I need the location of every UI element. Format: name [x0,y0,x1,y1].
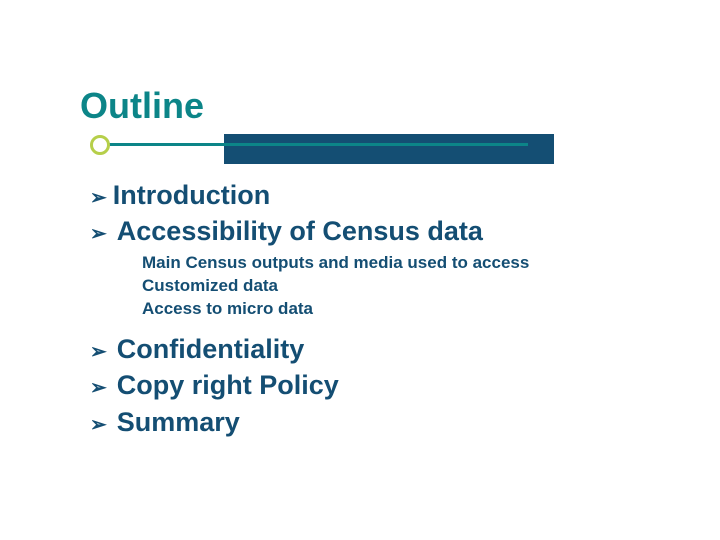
title-underline [108,143,528,146]
outline-sub-item: Customized data [142,275,650,298]
outline-sub-item: Access to micro data [142,298,650,321]
outline-item: ➢ Confidentiality [90,331,650,367]
outline-item: ➢ Copy right Policy [90,367,650,403]
bullet-icon: ➢ [90,339,107,366]
outline-item-label: Introduction [113,177,270,213]
outline-sub-item: Main Census outputs and media used to ac… [142,252,650,275]
title-banner [224,134,554,164]
outline-item-label: Copy right Policy [117,367,339,403]
bullet-icon: ➢ [90,221,107,248]
title-row: Outline [80,85,650,127]
outline-item: ➢ Summary [90,404,650,440]
outline-item: ➢ Accessibility of Census data [90,213,650,249]
slide: Outline ➢Introduction➢Accessibility of C… [0,0,720,540]
bullet-icon: ➢ [90,375,107,402]
outline-list: ➢Introduction➢Accessibility of Census da… [90,177,650,440]
outline-item-label: Accessibility of Census data [117,213,483,249]
slide-title: Outline [80,85,650,127]
outline-item-label: Summary [117,404,240,440]
bullet-icon: ➢ [90,412,107,439]
bullet-icon: ➢ [90,185,107,212]
outline-item-label: Confidentiality [117,331,305,367]
accent-dot [90,135,110,155]
outline-sub-block: Main Census outputs and media used to ac… [142,252,650,321]
outline-item: ➢Introduction [90,177,650,213]
